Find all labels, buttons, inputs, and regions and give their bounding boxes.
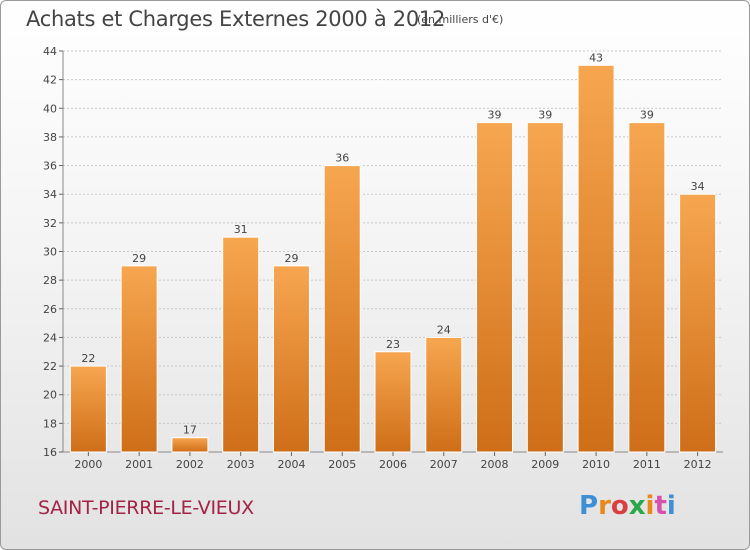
data-labels: 22 29 17 31 29 36 23 24 39 39 43 39 34 xyxy=(81,51,704,436)
x-tick-label: 2001 xyxy=(125,458,153,471)
proxiti-logo[interactable]: Proxiti xyxy=(579,491,676,521)
y-tick-label: 24 xyxy=(43,331,57,344)
x-tick-label: 2003 xyxy=(227,458,255,471)
commune-name: SAINT-PIERRE-LE-VIEUX xyxy=(38,497,254,519)
y-tick-label: 40 xyxy=(43,102,57,115)
bar-2001[interactable] xyxy=(120,265,158,453)
bar-2003[interactable] xyxy=(222,236,260,453)
x-tick-label: 2008 xyxy=(481,458,509,471)
data-label-2006: 23 xyxy=(386,338,400,351)
x-axis-ticks: 2000 2001 2002 2003 2004 2005 2006 2007 2008 2009… xyxy=(74,452,712,471)
data-label-2002: 17 xyxy=(183,424,197,437)
data-label-2005: 36 xyxy=(335,152,349,165)
bar-2000[interactable] xyxy=(69,365,107,453)
x-tick-label: 2012 xyxy=(684,458,712,471)
data-label-2000: 22 xyxy=(81,352,95,365)
logo-letter: r xyxy=(598,491,611,521)
x-tick-label: 2007 xyxy=(430,458,458,471)
logo-letter: P xyxy=(579,491,599,521)
bar-2007[interactable] xyxy=(425,336,463,453)
logo-letter: t xyxy=(654,491,667,521)
grid-lines xyxy=(63,50,723,453)
chart-title: Achats et Charges Externes 2000 à 2012 xyxy=(26,7,446,31)
y-tick-label: 20 xyxy=(43,389,57,402)
logo-letter: i xyxy=(645,491,655,521)
logo-letter: x xyxy=(628,491,646,521)
bar-2006[interactable] xyxy=(374,351,412,453)
x-tick-label: 2006 xyxy=(379,458,407,471)
y-tick-label: 36 xyxy=(43,160,57,173)
y-tick-label: 18 xyxy=(43,417,57,430)
logo-letter: i xyxy=(666,491,676,521)
bar-2004[interactable] xyxy=(272,265,310,453)
data-label-2004: 29 xyxy=(284,252,298,265)
bar-2011[interactable] xyxy=(628,122,666,453)
bar-2008[interactable] xyxy=(476,122,514,453)
y-tick-label: 26 xyxy=(43,303,57,316)
data-label-2009: 39 xyxy=(538,109,552,122)
y-tick-label: 28 xyxy=(43,274,57,287)
y-tick-label: 42 xyxy=(43,74,57,87)
data-label-2010: 43 xyxy=(589,51,603,64)
y-axis-ticks: 16 18 20 22 24 26 28 30 32 34 36 38 40 42 44 xyxy=(43,45,63,459)
x-tick-label: 2009 xyxy=(531,458,559,471)
bar-2010[interactable] xyxy=(577,64,615,453)
y-tick-label: 16 xyxy=(43,446,57,459)
data-label-2008: 39 xyxy=(488,109,502,122)
bar-2009[interactable] xyxy=(526,122,564,453)
x-tick-label: 2004 xyxy=(277,458,305,471)
y-tick-label: 30 xyxy=(43,246,57,259)
y-tick-label: 32 xyxy=(43,217,57,230)
bars xyxy=(69,64,717,453)
x-tick-label: 2002 xyxy=(176,458,204,471)
y-tick-label: 38 xyxy=(43,131,57,144)
x-tick-label: 2000 xyxy=(74,458,102,471)
data-label-2011: 39 xyxy=(640,109,654,122)
x-tick-label: 2005 xyxy=(328,458,356,471)
bar-2012[interactable] xyxy=(679,193,717,453)
chart-subtitle: (en milliers d'€) xyxy=(417,13,504,26)
y-tick-label: 22 xyxy=(43,360,57,373)
logo-letter: o xyxy=(610,491,629,521)
y-tick-label: 44 xyxy=(43,45,57,58)
y-tick-label: 34 xyxy=(43,188,57,201)
data-label-2001: 29 xyxy=(132,252,146,265)
bar-2005[interactable] xyxy=(323,165,361,453)
data-label-2003: 31 xyxy=(234,223,248,236)
x-tick-label: 2011 xyxy=(633,458,661,471)
data-label-2012: 34 xyxy=(691,180,705,193)
data-label-2007: 24 xyxy=(437,323,451,336)
bar-2002[interactable] xyxy=(171,437,209,453)
x-tick-label: 2010 xyxy=(582,458,610,471)
